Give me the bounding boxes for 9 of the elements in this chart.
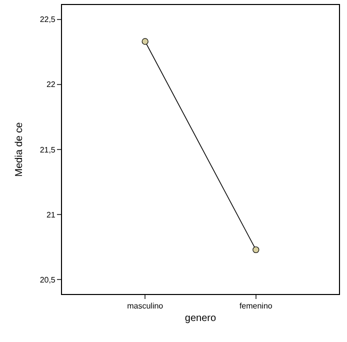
y-tick-label: 22,5 [40, 15, 56, 24]
x-tick-label: femenino [239, 302, 273, 311]
x-axis-title: genero [184, 313, 217, 324]
x-tick-label: masculino [127, 302, 164, 311]
y-tick-label: 20,5 [40, 275, 56, 284]
y-tick-label: 21,5 [40, 145, 56, 154]
y-tick-label: 21 [46, 210, 56, 220]
y-axis-title: Media de ce [14, 122, 25, 177]
y-tick-label: 22 [46, 80, 56, 90]
